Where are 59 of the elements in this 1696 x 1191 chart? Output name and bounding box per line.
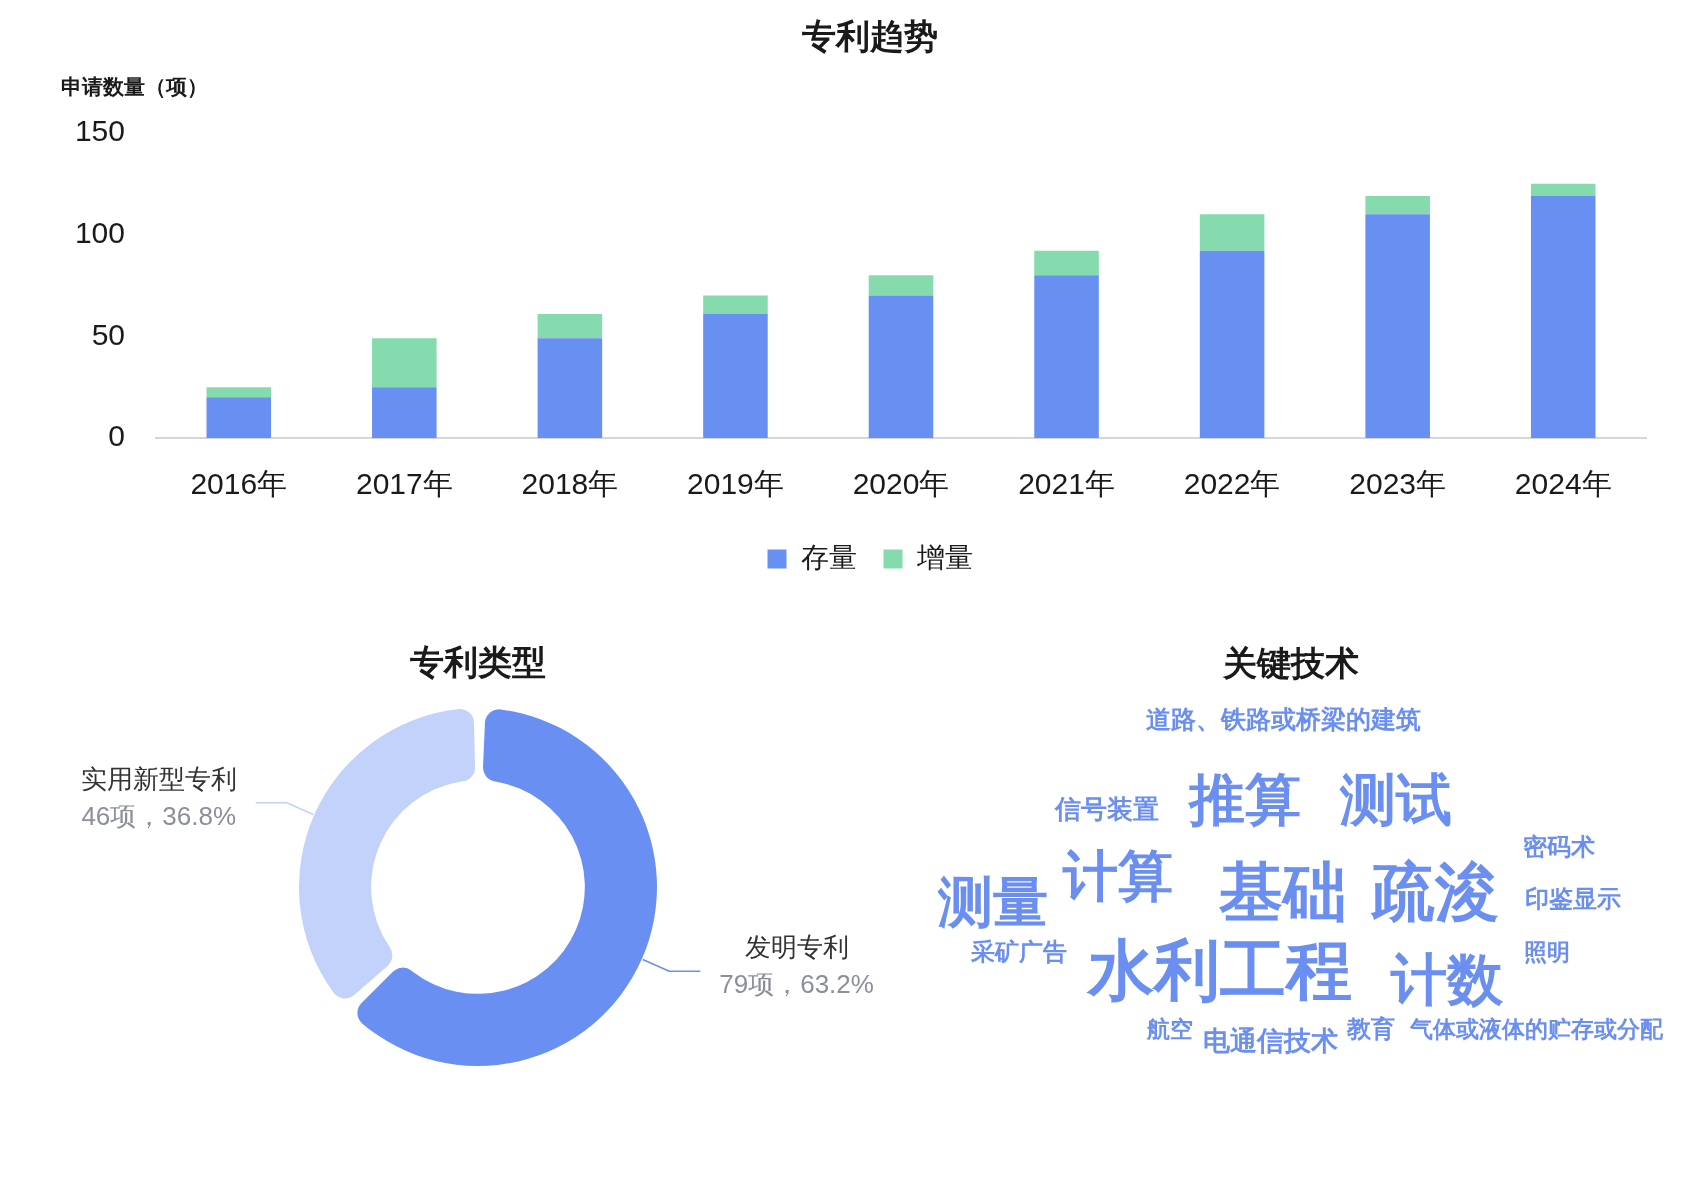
bar — [1034, 250, 1099, 276]
text: 道路、铁路或桥梁的建筑 — [1145, 704, 1421, 733]
text: 水利工程 — [1088, 933, 1352, 1007]
text: 关键技术 — [1223, 644, 1359, 682]
x-tick-label: 2024年 — [1514, 467, 1612, 501]
x-tick-label: 2022年 — [1183, 467, 1281, 501]
bar — [703, 313, 768, 438]
x-tick-label: 2023年 — [1349, 467, 1447, 501]
slice-label: 发明专利 — [744, 932, 849, 963]
text: 基础 — [1219, 856, 1347, 928]
text: 信号装置 — [1055, 794, 1159, 824]
x-tick-label: 2016年 — [190, 467, 288, 501]
bar — [1365, 214, 1430, 438]
bar — [206, 397, 272, 438]
bar — [537, 338, 603, 438]
bar — [1530, 195, 1596, 438]
text: 密码术 — [1523, 833, 1595, 860]
data-label: 79项，63.2% — [719, 969, 874, 1000]
slice-label: 实用新型专利 — [80, 763, 237, 794]
text: 电通信技术 — [1202, 1025, 1338, 1056]
x-tick-label: 2017年 — [355, 467, 453, 501]
bar — [1199, 250, 1265, 438]
bar — [703, 295, 768, 314]
text: 疏浚 — [1371, 856, 1499, 928]
data-label: 46项，36.8% — [81, 800, 237, 831]
text: 航空 — [1147, 1015, 1193, 1042]
text: 计算 — [1063, 844, 1173, 907]
x-tick-label: 2018年 — [521, 467, 619, 501]
bar — [372, 338, 437, 388]
bar — [868, 295, 934, 438]
text: 照明 — [1524, 938, 1570, 965]
bar — [1365, 195, 1430, 215]
text: 计数 — [1391, 948, 1503, 1011]
bar — [1034, 275, 1099, 438]
y-tick-label: 50 — [91, 317, 125, 351]
legend-label: 增量 — [915, 541, 973, 573]
y-tick-label: 0 — [108, 419, 125, 453]
bar — [372, 387, 437, 438]
chart-title: 专利类型 — [409, 643, 546, 682]
text: 印鉴显示 — [1525, 885, 1621, 912]
bar — [1530, 183, 1596, 196]
text: 推算 — [1189, 768, 1301, 831]
text: 测试 — [1340, 768, 1452, 831]
text: 气体或液体的贮存或分配 — [1409, 1015, 1663, 1042]
y-axis-title: 申请数量（项） — [61, 74, 208, 98]
text: 测量 — [938, 870, 1048, 933]
bar — [537, 313, 603, 339]
bar — [1199, 214, 1265, 251]
bar — [206, 387, 272, 398]
x-tick-label: 2019年 — [687, 467, 784, 501]
text: 教育 — [1347, 1015, 1395, 1042]
bar — [868, 275, 934, 296]
text: 采矿广告 — [971, 938, 1067, 965]
chart-title: 专利趋势 — [801, 16, 938, 55]
x-tick-label: 2021年 — [1018, 467, 1115, 501]
legend-label: 存量 — [800, 541, 857, 573]
y-tick-label: 150 — [74, 114, 125, 148]
x-tick-label: 2020年 — [852, 467, 950, 501]
y-tick-label: 100 — [74, 215, 125, 249]
